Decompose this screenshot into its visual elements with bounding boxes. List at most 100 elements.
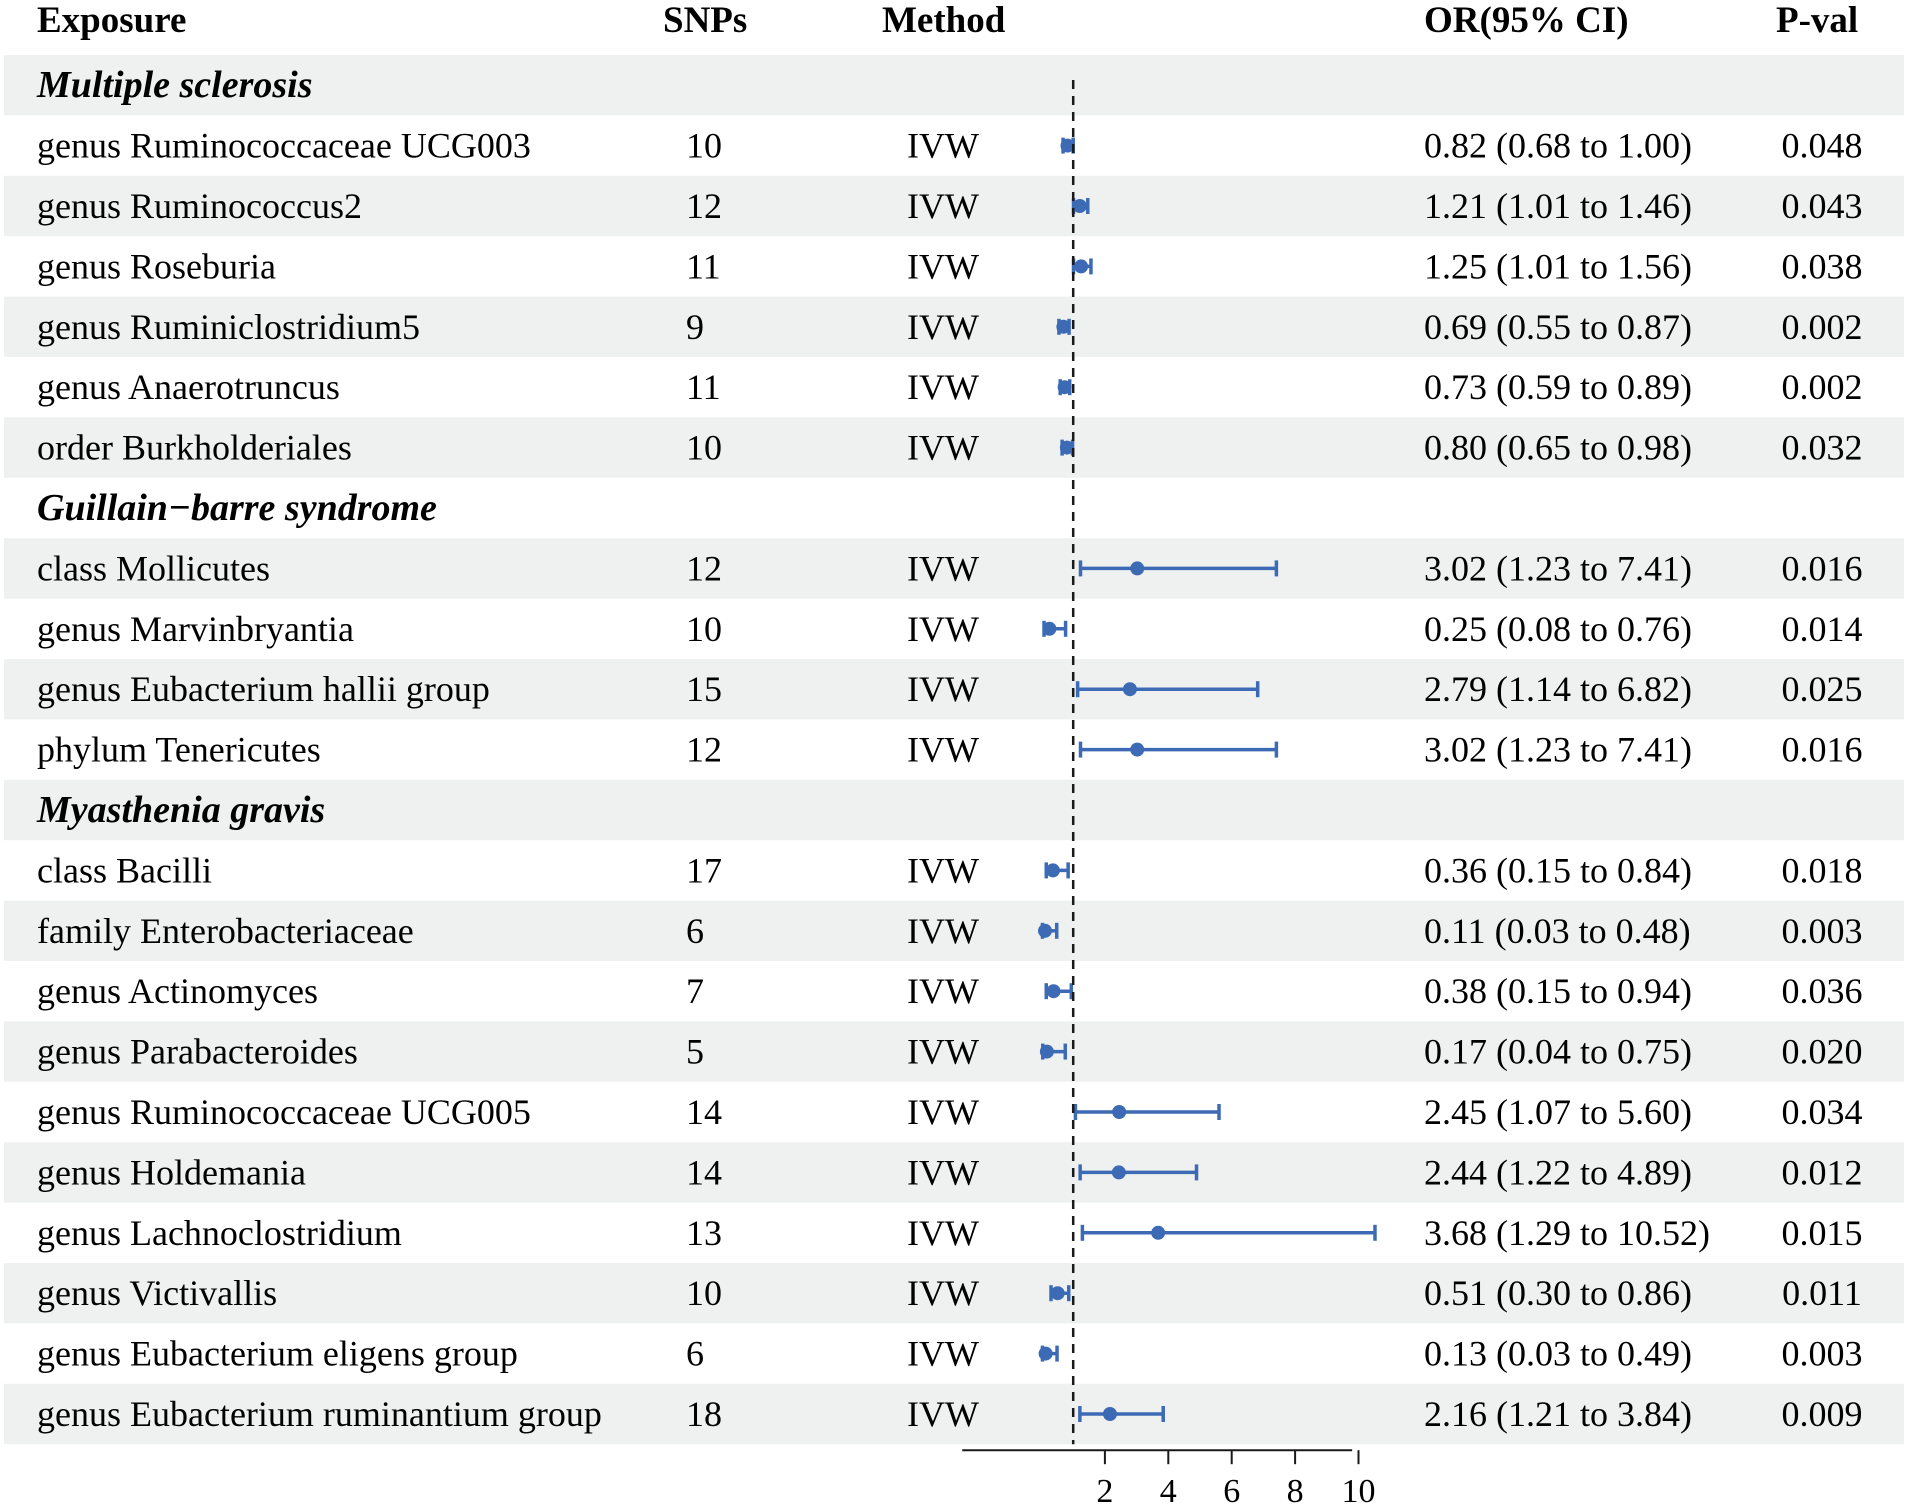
pval-value: 0.032 [1782,428,1863,468]
or-ci-value: 0.13 (0.03 to 0.49) [1424,1334,1692,1374]
snps-value: 11 [686,246,721,286]
row-band [4,779,1904,841]
or-ci-value: 1.21 (1.01 to 1.46) [1424,186,1692,226]
row-band [4,1383,1904,1445]
point-estimate [1072,199,1087,213]
group-heading: Multiple sclerosis [36,64,313,106]
row-band [4,296,1904,357]
header-pval: P-val [1776,0,1858,41]
method-value: IVW [907,730,979,770]
exposure-label: genus Anaerotruncus [37,367,340,407]
exposure-label: genus Victivallis [37,1273,277,1313]
point-estimate [1037,923,1052,938]
method-value: IVW [907,1213,979,1253]
or-ci-value: 3.02 (1.23 to 7.41) [1424,730,1692,770]
point-estimate [1059,440,1074,455]
point-estimate [1102,1407,1117,1421]
exposure-label: phylum Tenericutes [37,730,321,770]
exposure-label: genus Roseburia [37,246,276,286]
x-tick-label: 10 [1342,1473,1376,1508]
pval-value: 0.036 [1782,971,1863,1011]
or-ci-value: 3.02 (1.23 to 7.41) [1424,548,1692,588]
snps-value: 14 [686,1092,722,1132]
pval-value: 0.038 [1782,246,1863,286]
row-band [4,1263,1904,1324]
snps-value: 10 [686,609,722,649]
x-tick-label: 6 [1223,1473,1240,1508]
exposure-label: class Mollicutes [37,548,270,588]
x-tick-label: 8 [1287,1473,1304,1508]
pval-value: 0.020 [1782,1032,1863,1072]
exposure-label: genus Eubacterium eligens group [37,1334,518,1374]
exposure-label: class Bacilli [37,850,212,890]
snps-value: 12 [686,186,722,226]
point-estimate [1122,682,1137,697]
exposure-label: genus Actinomyces [37,971,318,1011]
point-estimate [1057,380,1072,395]
pval-value: 0.034 [1782,1092,1863,1132]
exposure-label: genus Ruminococcus2 [37,186,362,226]
row-band [4,1142,1904,1203]
row-band [4,417,1904,478]
point-estimate [1038,1346,1053,1361]
header-method: Method [882,0,1006,41]
exposure-label: genus Ruminococcaceae UCG003 [37,126,531,166]
point-estimate [1046,984,1061,999]
row-band [4,1021,1904,1082]
x-tick-label: 4 [1160,1473,1177,1508]
point-estimate [1050,1286,1065,1301]
exposure-label: order Burkholderiales [37,428,352,468]
or-ci-value: 0.51 (0.30 to 0.86) [1424,1273,1692,1313]
pval-value: 0.011 [1782,1273,1862,1313]
exposure-label: genus Ruminiclostridium5 [37,307,420,347]
or-ci-value: 0.25 (0.08 to 0.76) [1424,609,1692,649]
exposure-label: genus Eubacterium ruminantium group [37,1394,602,1434]
exposure-label: genus Ruminococcaceae UCG005 [37,1092,531,1132]
or-ci-value: 0.17 (0.04 to 0.75) [1424,1032,1692,1072]
row-band [4,175,1904,237]
group-heading: Guillain−barre syndrome [37,487,437,529]
point-estimate [1045,863,1060,878]
exposure-label: genus Marvinbryantia [37,609,354,649]
snps-value: 10 [686,1273,722,1313]
method-value: IVW [907,1032,979,1072]
method-value: IVW [907,1092,979,1132]
point-estimate [1042,621,1057,636]
snps-value: 6 [686,911,704,951]
row-band [4,659,1904,720]
snps-value: 7 [686,971,704,1011]
snps-value: 14 [686,1152,722,1192]
or-ci-value: 2.16 (1.21 to 3.84) [1424,1394,1692,1434]
row-band [4,900,1904,961]
or-ci-value: 0.69 (0.55 to 0.87) [1424,307,1692,347]
point-estimate [1060,138,1075,153]
snps-value: 9 [686,307,704,347]
pval-value: 0.015 [1782,1213,1863,1253]
row-bands [4,55,1904,1445]
snps-value: 13 [686,1213,722,1253]
or-ci-value: 2.45 (1.07 to 5.60) [1424,1092,1692,1132]
pval-value: 0.043 [1782,186,1863,226]
pval-value: 0.025 [1782,669,1863,709]
snps-value: 12 [686,730,722,770]
exposure-label: genus Lachnoclostridium [37,1213,402,1253]
method-value: IVW [907,850,979,890]
header-snps: SNPs [663,0,747,41]
pval-value: 0.016 [1782,548,1863,588]
method-value: IVW [907,428,979,468]
exposure-label: family Enterobacteriaceae [37,911,414,951]
pval-value: 0.009 [1782,1394,1863,1434]
x-axis: 2 4 6 8 10 [962,1449,1376,1508]
snps-value: 11 [686,367,721,407]
or-ci-value: 2.79 (1.14 to 6.82) [1424,669,1692,709]
snps-value: 18 [686,1394,722,1434]
snps-value: 5 [686,1032,704,1072]
or-ci-value: 0.73 (0.59 to 0.89) [1424,367,1692,407]
header-exposure: Exposure [37,0,186,41]
method-value: IVW [907,367,979,407]
point-estimate [1130,742,1145,757]
or-ci-value: 1.25 (1.01 to 1.56) [1424,246,1692,286]
snps-value: 15 [686,669,722,709]
forest-marks [1037,80,1377,1445]
